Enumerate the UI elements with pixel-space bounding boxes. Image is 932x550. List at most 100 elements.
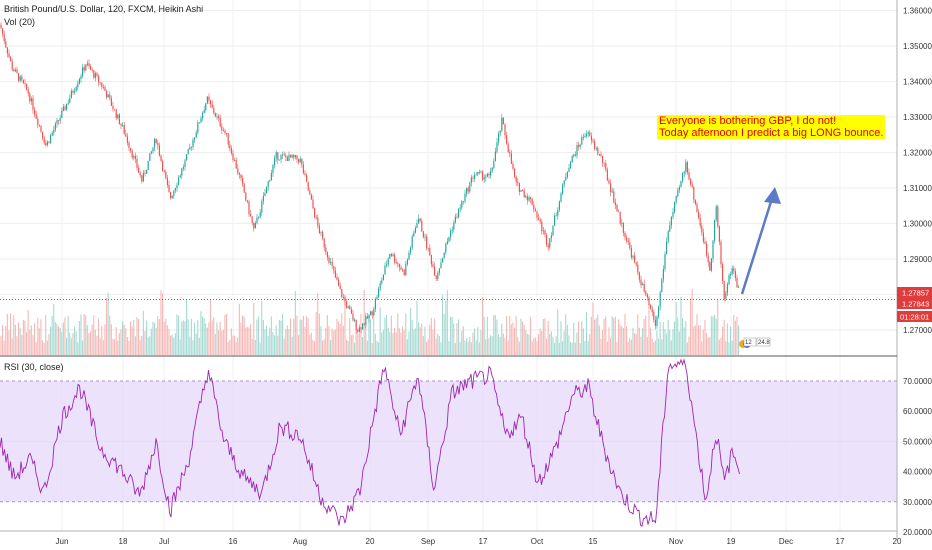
volume-bar [37,317,39,355]
candle-body [120,124,122,126]
volume-bar [547,320,549,355]
rsi-tick-label: 40.0000 [903,468,932,477]
candle-body [722,264,724,282]
volume-bar [102,340,104,355]
volume-label[interactable]: Vol (20) [4,17,35,27]
candle-body [267,181,269,187]
candle-body [714,219,716,241]
candle-body [677,190,679,197]
volume-bar [437,333,439,355]
volume-bar [336,318,338,355]
candle-body [622,222,624,233]
candle-body [552,225,554,236]
candle-body [574,154,576,156]
volume-bar [502,333,504,355]
candle-body [464,193,466,202]
candle-body [117,114,119,119]
volume-bar [683,327,685,355]
candle-body [314,208,316,218]
candle-body [384,265,386,275]
candle-body [82,67,84,77]
candle-body [704,241,706,244]
volume-bar [534,337,536,355]
volume-bar [426,341,428,355]
candle-body [83,67,85,71]
volume-bar [43,342,45,355]
volume-bar [342,325,344,355]
candle-body [192,139,194,147]
candle-body [637,264,639,273]
volume-bar [432,329,434,355]
candle-body [112,105,114,110]
volume-bar [445,300,447,355]
candle-body [282,154,284,156]
candle-body [475,174,477,176]
volume-bar [648,309,650,355]
volume-bar [733,315,735,355]
price-tick-label: 1.34000 [903,78,932,87]
volume-bar [149,336,151,355]
badge-right[interactable]: 24.8 [758,340,770,346]
chart-title[interactable]: British Pound/U.S. Dollar, 120, FXCM, He… [4,4,203,14]
candle-body [355,319,357,330]
time-tick-label: 20 [366,537,375,546]
volume-bar [206,327,208,355]
candle-body [107,94,109,98]
volume-bar [501,323,503,355]
candle-body [8,53,10,58]
volume-bar [198,337,200,355]
volume-bar [726,323,728,355]
volume-bar [330,339,332,355]
candle-body [651,308,653,312]
arrow-drawing[interactable] [740,187,781,295]
candle-body [686,162,688,173]
volume-bar [288,329,290,355]
volume-bar [59,327,61,355]
volume-bar [237,337,239,355]
candle-body [150,151,152,154]
event-badges[interactable]: 12 24.8 [739,337,770,348]
volume-bar [514,327,516,355]
volume-bar [538,334,540,355]
volume-bar [227,342,229,355]
rsi-label[interactable]: RSI (30, close) [4,362,64,372]
candle-body [382,274,384,281]
volume-bar [656,330,658,355]
volume-bar [536,341,538,355]
volume-bar [58,326,60,355]
candle-body [410,247,412,253]
volume-bar [402,326,404,355]
volume-bar [130,321,132,355]
candle-body [576,145,578,156]
candle-body [618,211,620,213]
annotation-note[interactable]: Everyone is bothering GBP, I do not! Tod… [657,115,886,139]
volume-bar [358,332,360,355]
volume-bar [504,338,506,355]
volume-bar [178,315,180,355]
volume-bar [702,329,704,355]
volume-bar [150,328,152,355]
volume-bar [250,324,252,355]
time-tick-label: Dec [779,537,793,546]
volume-bar [107,292,109,355]
candle-body [472,177,474,179]
candle-body [451,229,453,231]
candle-body [715,206,717,220]
volume-bar [456,323,458,355]
volume-bar [173,337,175,355]
candle-body [498,133,500,143]
candle-body [579,144,581,147]
volume-bar [262,319,264,355]
candle-body [181,168,183,176]
candle-body [614,202,616,206]
candle-body [67,102,69,104]
badge-left[interactable]: 12 [745,340,752,346]
candle-body [664,254,666,269]
candle-body [688,172,690,180]
volume-bar [464,340,466,355]
candle-body [483,177,485,180]
volume-bar [42,340,44,355]
volume-bar [309,334,311,355]
price-tick-label: 1.29000 [903,255,932,264]
candle-body [72,90,74,93]
